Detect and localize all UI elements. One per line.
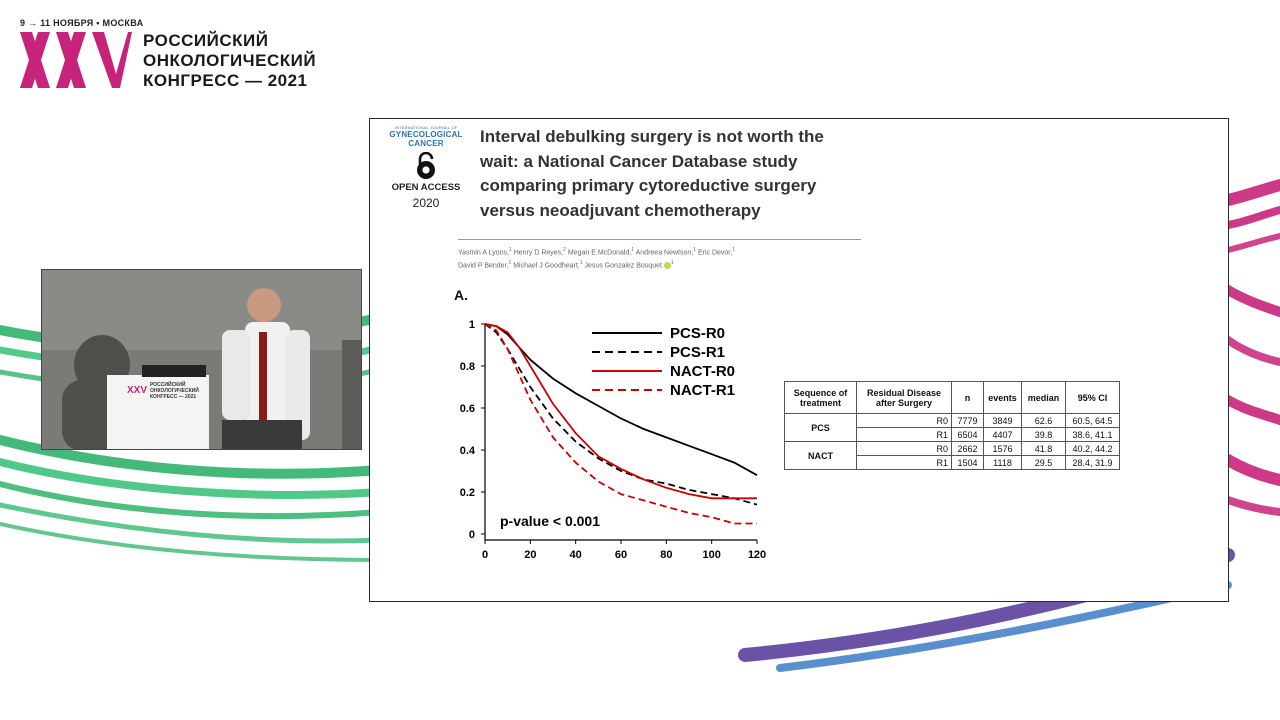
kaplan-meier-chart: 0 0.2 0.4 0.6 0.8 1 0 20 40 60 80 100 120 PCS-R0 PCS-R…: [460, 319, 766, 561]
series-line-pcs-r1: [484, 323, 758, 506]
y-tick-label: 1: [469, 319, 475, 331]
journal-name: GYNECOLOGICAL CANCER: [389, 130, 463, 148]
x-tick-label: 40: [570, 549, 582, 561]
congress-header: 9 → 11 НОЯБРЯ • МОСКВА РОССИЙСКИЙ ОНКОЛО…: [20, 18, 380, 98]
residual-cell: R0: [856, 413, 952, 428]
median-cell: 41.8: [1021, 441, 1066, 456]
events-cell: 1118: [983, 455, 1022, 470]
orcid-icon: [663, 262, 671, 270]
legend-label: PCS-R0: [670, 325, 725, 342]
cohort-table-wrapper: Sequence of treatment Residual Disease a…: [784, 381, 1120, 470]
legend-label: NACT-R1: [670, 382, 735, 399]
author-name: Jesus Gonzalez Bosquet: [584, 262, 662, 270]
x-tick-label: 120: [748, 549, 766, 561]
y-tick-label: 0.4: [460, 445, 476, 457]
podium-logo: XXV: [127, 385, 147, 396]
y-tick-label: 0.8: [460, 361, 475, 373]
congress-name-line: КОНГРЕСС — 2021: [143, 71, 308, 90]
ci-cell: 28.4, 31.9: [1065, 455, 1120, 470]
author-affiliation: 1: [508, 247, 512, 253]
table-row: R1 6504 4407 39.8 38.6, 41.1: [785, 427, 1120, 442]
journal-subtitle: INTERNATIONAL JOURNAL OF: [394, 125, 458, 130]
series-line-nact-r0: [484, 323, 757, 500]
table-row: R1 1504 1118 29.5 28.4, 31.9: [785, 455, 1120, 470]
table-header-cell: Sequence of treatment: [784, 381, 857, 414]
events-cell: 1576: [983, 441, 1022, 456]
x-tick-label: 0: [482, 549, 488, 561]
treatment-group-cell: PCS: [784, 413, 857, 442]
ci-cell: 40.2, 44.2: [1065, 441, 1120, 456]
y-tick-label: 0: [469, 529, 475, 541]
n-cell: 1504: [951, 455, 984, 470]
publication-year: 2020: [412, 196, 440, 210]
journal-badge: INTERNATIONAL JOURNAL OF GYNECOLOGICAL C…: [380, 125, 472, 210]
events-cell: 4407: [983, 427, 1022, 442]
table-header-row: Sequence of treatment Residual Disease a…: [784, 381, 1120, 414]
x-tick-label: 80: [660, 549, 672, 561]
cohort-table: Sequence of treatment Residual Disease a…: [784, 381, 1120, 470]
author-affiliation: 1: [579, 260, 583, 267]
legend-label: PCS-R1: [670, 344, 725, 361]
congress-name-line: РОССИЙСКИЙ: [143, 31, 269, 50]
table-header-cell: events: [983, 381, 1022, 414]
podium-text-line: КОНГРЕСС — 2021: [150, 394, 196, 400]
paper-title: Interval debulking surgery is not worth …: [480, 127, 824, 220]
residual-cell: R1: [856, 455, 952, 470]
author-name: Yasmin A Lyons,: [458, 249, 509, 257]
table-row: PCS R0 7779 3849 62.6 60.5, 64.5: [784, 413, 1120, 442]
author-list: Yasmin A Lyons,1 Henry D Reyes,2 Megan E…: [458, 245, 838, 272]
author-affiliation: 1: [693, 247, 696, 253]
author-name: Eric Devor,: [697, 249, 733, 257]
ci-cell: 38.6, 41.1: [1065, 427, 1120, 442]
median-cell: 29.5: [1021, 455, 1066, 470]
author-name: Andreea Newtson,: [635, 249, 694, 257]
p-value-annotation: p-value < 0.001: [500, 513, 600, 529]
congress-dates: 9 → 11 НОЯБРЯ • МОСКВА: [20, 18, 144, 28]
podium-text-line: РОССИЙСКИЙ: [150, 380, 186, 388]
events-cell: 3849: [983, 413, 1022, 428]
residual-cell: R0: [856, 441, 952, 456]
author-affiliation: 1: [670, 260, 674, 267]
author-name: Henry D Reyes,: [513, 249, 564, 257]
author-affiliation: 1: [508, 260, 512, 267]
author-name: David P Bender,: [458, 262, 509, 270]
ci-cell: 60.5, 64.5: [1065, 413, 1120, 428]
author-affiliation: 1: [732, 247, 735, 253]
residual-cell: R1: [856, 427, 952, 442]
open-access-lock-icon: [417, 152, 435, 179]
x-tick-label: 20: [524, 549, 536, 561]
table-header-cell: Residual Disease after Surgery: [856, 381, 952, 414]
n-cell: 6504: [951, 427, 984, 442]
congress-name-line: ОНКОЛОГИЧЕСКИЙ: [143, 51, 317, 70]
series-line-nact-r1: [484, 323, 757, 525]
median-cell: 39.8: [1021, 427, 1066, 442]
presentation-slide: INTERNATIONAL JOURNAL OF GYNECOLOGICAL C…: [369, 118, 1229, 602]
panel-label: A.: [454, 287, 468, 303]
author-name: Michael J Goodheart,: [513, 262, 580, 270]
n-cell: 2662: [951, 441, 984, 456]
table-row: NACT R0 2662 1576 41.8 40.2, 44.2: [784, 441, 1120, 470]
congress-name: РОССИЙСКИЙ ОНКОЛОГИЧЕСКИЙ КОНГРЕСС — 202…: [143, 31, 316, 91]
speaker-video-frame: XXV РОССИЙСКИЙ ОНКОЛОГИЧЕСКИЙ КОНГРЕСС —…: [42, 270, 361, 449]
author-name: Megan E McDonald,: [567, 249, 632, 257]
y-tick-label: 0.2: [460, 487, 475, 499]
x-tick-label: 60: [615, 549, 627, 561]
legend-label: NACT-R0: [670, 363, 735, 380]
congress-logo-xxv: [20, 32, 132, 88]
author-affiliation: 2: [563, 247, 566, 253]
y-tick-label: 0.6: [460, 403, 475, 415]
table-header-cell: n: [951, 381, 984, 414]
n-cell: 7779: [951, 413, 984, 428]
podium-text-line: ОНКОЛОГИЧЕСКИЙ: [150, 386, 199, 394]
median-cell: 62.6: [1021, 413, 1066, 428]
treatment-group-cell: NACT: [784, 441, 857, 470]
x-tick-label: 100: [702, 549, 720, 561]
open-access-label: OPEN ACCESS: [391, 182, 461, 193]
table-header-cell: 95% CI: [1065, 381, 1120, 414]
speaker-video: XXV РОССИЙСКИЙ ОНКОЛОГИЧЕСКИЙ КОНГРЕСС —…: [41, 269, 362, 450]
author-affiliation: 1: [631, 247, 635, 253]
table-header-cell: median: [1021, 381, 1066, 414]
title-divider: [458, 239, 861, 240]
